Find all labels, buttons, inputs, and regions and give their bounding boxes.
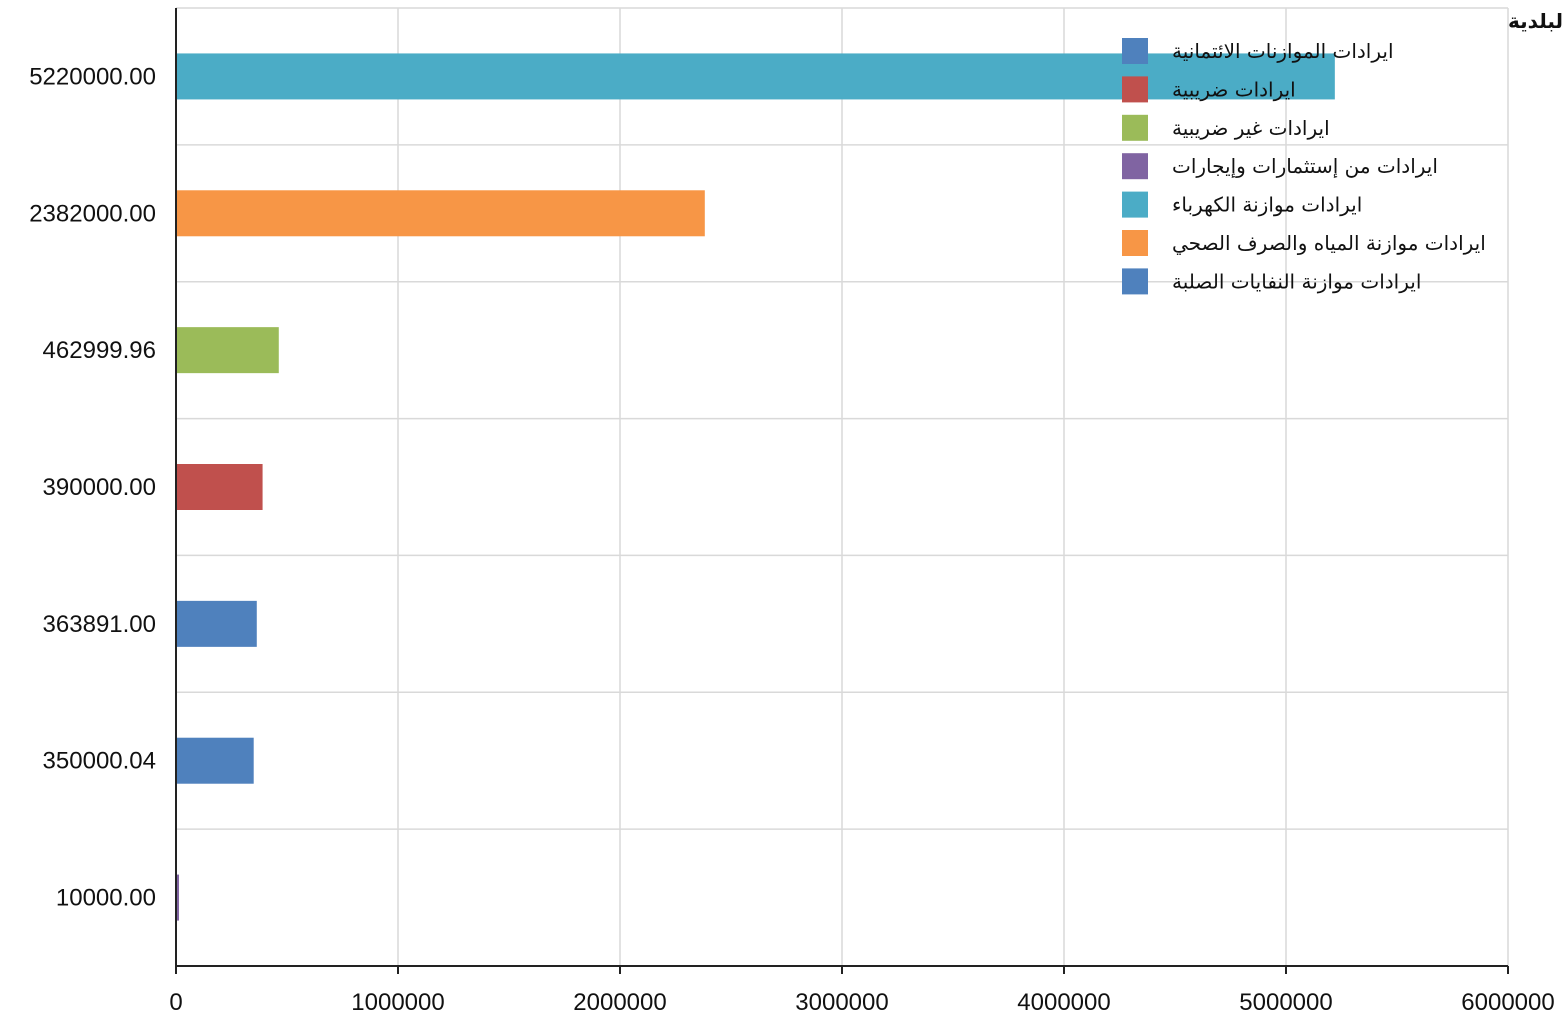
x-tick-label: 3000000 <box>795 989 888 1016</box>
category-label: 2382000.00 <box>29 200 156 227</box>
legend-swatch <box>1122 76 1148 103</box>
x-tick-label: 6000000 <box>1461 989 1554 1016</box>
category-label: 390000.00 <box>43 474 156 501</box>
legend-label: ايرادات موازنة النفايات الصلبة <box>1172 269 1421 293</box>
legend-label: ايرادات الموازنات الائتمانية <box>1172 39 1394 63</box>
legend-label: ايرادات من إستثمارات وإيجارات <box>1172 154 1438 179</box>
legend-swatch <box>1122 230 1148 256</box>
category-labels: 5220000.00 2382000.00 462999.96 390000.00 36… <box>29 63 156 911</box>
legend-swatch <box>1122 38 1148 64</box>
bar <box>176 190 705 237</box>
x-tick-labels: 0 1000000 2000000 3000000 4000000 5000000 6000… <box>169 989 1554 1016</box>
legend: ايرادات البلدية ايرادات الموازنات الائتم… <box>1122 9 1564 295</box>
legend-label: ايرادات موازنة الكهرباء <box>1172 193 1362 217</box>
category-label: 350000.04 <box>43 748 156 775</box>
grid <box>176 7 1509 967</box>
legend-swatch <box>1122 114 1148 141</box>
category-label: 10000.00 <box>56 885 156 912</box>
bar <box>176 327 279 374</box>
bar <box>176 53 1335 100</box>
bar <box>176 600 257 647</box>
x-tick-label: 0 <box>169 989 182 1016</box>
legend-label: ايرادات ضريبية <box>1172 77 1296 101</box>
category-label: 363891.00 <box>43 611 156 638</box>
legend-label: ايرادات موازنة المياه والصرف الصحي <box>1172 231 1486 256</box>
bar <box>176 464 263 510</box>
legend-label: ايرادات غير ضريبية <box>1172 116 1330 140</box>
category-label: 462999.96 <box>43 337 156 364</box>
axes <box>175 8 1509 974</box>
legend-title: ايرادات البلدية <box>1508 9 1564 33</box>
bar <box>176 737 254 784</box>
x-tick-label: 2000000 <box>573 989 666 1016</box>
x-tick-label: 5000000 <box>1239 989 1332 1016</box>
category-label: 5220000.00 <box>29 63 156 90</box>
bar <box>176 874 179 921</box>
x-tick-label: 1000000 <box>351 989 444 1016</box>
legend-swatch <box>1122 268 1148 295</box>
bars <box>176 53 1335 921</box>
legend-swatch <box>1122 153 1148 180</box>
x-tick-label: 4000000 <box>1017 989 1110 1016</box>
legend-swatch <box>1122 191 1148 218</box>
